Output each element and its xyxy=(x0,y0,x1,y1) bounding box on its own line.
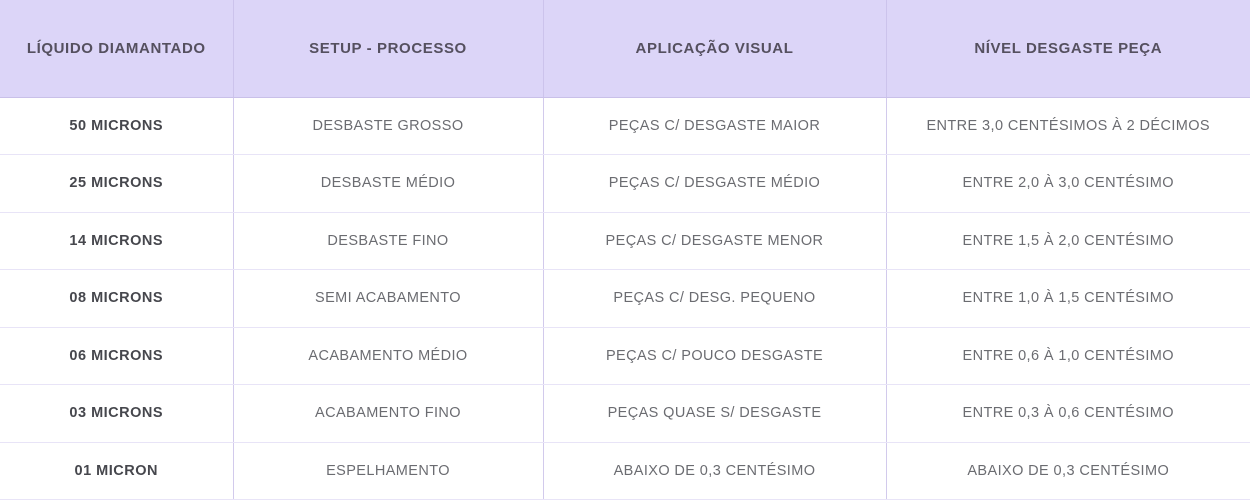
cell-liquido-diamantado: 01 MICRON xyxy=(0,442,234,500)
cell-aplicacao-visual: PEÇAS C/ POUCO DESGASTE xyxy=(543,327,887,385)
header-cell-aplicacao-visual: APLICAÇÃO VISUAL xyxy=(543,0,887,98)
cell-nivel-desgaste-peca: ENTRE 1,0 À 1,5 CENTÉSIMO xyxy=(886,269,1250,328)
cell-liquido-diamantado: 03 MICRONS xyxy=(0,384,234,443)
cell-liquido-diamantado: 08 MICRONS xyxy=(0,269,234,328)
cell-liquido-diamantado: 14 MICRONS xyxy=(0,212,234,270)
table-row: 50 MICRONS DESBASTE GROSSO PEÇAS C/ DESGAS… xyxy=(0,97,1250,155)
table-row: 25 MICRONS DESBASTE MÉDIO PEÇAS C/ DESGAST… xyxy=(0,154,1250,213)
table-row: 08 MICRONS SEMI ACABAMENTO PEÇAS C/ DESG. … xyxy=(0,269,1250,328)
cell-nivel-desgaste-peca: ABAIXO DE 0,3 CENTÉSIMO xyxy=(886,442,1250,500)
table-row: 14 MICRONS DESBASTE FINO PEÇAS C/ DESGASTE… xyxy=(0,212,1250,270)
table-row: 03 MICRONS ACABAMENTO FINO PEÇAS QUASE S/ … xyxy=(0,384,1250,443)
cell-aplicacao-visual: ABAIXO DE 0,3 CENTÉSIMO xyxy=(543,442,887,500)
table-body: 50 MICRONS DESBASTE GROSSO PEÇAS C/ DESGAS… xyxy=(0,97,1250,500)
cell-nivel-desgaste-peca: ENTRE 1,5 À 2,0 CENTÉSIMO xyxy=(886,212,1250,270)
cell-aplicacao-visual: PEÇAS C/ DESG. PEQUENO xyxy=(543,269,887,328)
cell-setup-processo: ACABAMENTO MÉDIO xyxy=(233,327,544,385)
cell-nivel-desgaste-peca: ENTRE 3,0 CENTÉSIMOS À 2 DÉCIMOS xyxy=(886,97,1250,155)
header-cell-liquido-diamantado: LÍQUIDO DIAMANTADO xyxy=(0,0,234,98)
header-cell-setup-processo: SETUP - PROCESSO xyxy=(233,0,544,98)
cell-setup-processo: ACABAMENTO FINO xyxy=(233,384,544,443)
cell-setup-processo: DESBASTE FINO xyxy=(233,212,544,270)
cell-setup-processo: SEMI ACABAMENTO xyxy=(233,269,544,328)
cell-liquido-diamantado: 06 MICRONS xyxy=(0,327,234,385)
header-cell-nivel-desgaste-peca: NÍVEL DESGASTE PEÇA xyxy=(886,0,1250,98)
table-row: 06 MICRONS ACABAMENTO MÉDIO PEÇAS C/ POUCO… xyxy=(0,327,1250,385)
cell-nivel-desgaste-peca: ENTRE 0,6 À 1,0 CENTÉSIMO xyxy=(886,327,1250,385)
cell-setup-processo: DESBASTE MÉDIO xyxy=(233,154,544,213)
cell-aplicacao-visual: PEÇAS C/ DESGASTE MAIOR xyxy=(543,97,887,155)
cell-aplicacao-visual: PEÇAS C/ DESGASTE MENOR xyxy=(543,212,887,270)
cell-setup-processo: ESPELHAMENTO xyxy=(233,442,544,500)
cell-liquido-diamantado: 50 MICRONS xyxy=(0,97,234,155)
table-row: 01 MICRON ESPELHAMENTO ABAIXO DE 0,3 CENTÉ… xyxy=(0,442,1250,500)
cell-aplicacao-visual: PEÇAS C/ DESGASTE MÉDIO xyxy=(543,154,887,213)
cell-aplicacao-visual: PEÇAS QUASE S/ DESGASTE xyxy=(543,384,887,443)
cell-setup-processo: DESBASTE GROSSO xyxy=(233,97,544,155)
table-header: LÍQUIDO DIAMANTADO SETUP - PROCESSO APLI… xyxy=(0,0,1250,98)
header-row: LÍQUIDO DIAMANTADO SETUP - PROCESSO APLI… xyxy=(0,0,1250,98)
cell-liquido-diamantado: 25 MICRONS xyxy=(0,154,234,213)
cell-nivel-desgaste-peca: ENTRE 0,3 À 0,6 CENTÉSIMO xyxy=(886,384,1250,443)
cell-nivel-desgaste-peca: ENTRE 2,0 À 3,0 CENTÉSIMO xyxy=(886,154,1250,213)
